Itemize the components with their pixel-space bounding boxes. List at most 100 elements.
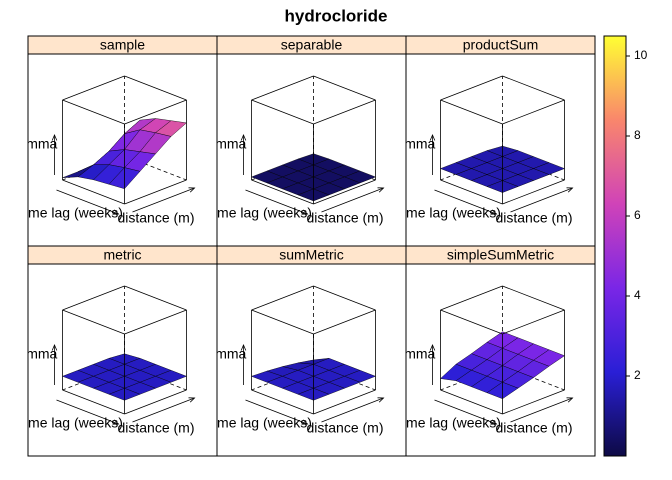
box-edge (440, 99, 503, 125)
x-axis-label: distance (m) (495, 420, 572, 436)
box-edge (321, 397, 384, 423)
panel-title: separable (281, 37, 343, 53)
key-tick-label: 4 (634, 288, 641, 302)
z-axis-label: gamma (200, 136, 247, 152)
box-edge (62, 99, 125, 125)
x-axis-label: distance (m) (306, 210, 383, 226)
arrow-head (51, 343, 58, 351)
panel: gamma time lag (weeks)distance (m) (389, 75, 574, 226)
box-edge (313, 309, 376, 335)
z-axis-label: gamma (200, 346, 247, 362)
box-edge (440, 179, 503, 205)
panel-title: sumMetric (279, 247, 344, 263)
box-edge (502, 389, 565, 415)
key-tick-label: 8 (634, 128, 641, 142)
box-edge (502, 179, 565, 205)
y-axis-label: time lag (weeks) (210, 205, 312, 221)
box-edge (251, 309, 314, 335)
box-edge (124, 389, 187, 415)
box-edge (502, 99, 565, 125)
box-edge (313, 285, 376, 311)
box-edge (440, 285, 503, 311)
box-edge (245, 399, 308, 425)
box-edge (56, 189, 119, 215)
panel-frame (405, 263, 596, 457)
arrow-head (240, 343, 247, 351)
box-edge (124, 309, 187, 335)
panel-title: sample (100, 37, 145, 53)
box-edge (440, 309, 503, 335)
box-edge (313, 179, 376, 205)
z-axis-label: gamma (11, 136, 58, 152)
box-edge (510, 187, 573, 213)
box-edge (321, 187, 384, 213)
box-edge (502, 285, 565, 311)
box-edge (124, 179, 187, 205)
box-edge (132, 187, 195, 213)
arrow-head (112, 419, 120, 425)
color-key (603, 35, 627, 457)
key-tick-label: 2 (634, 368, 641, 382)
arrow-head (377, 187, 385, 193)
box-edge (251, 75, 314, 101)
box-edge (440, 389, 503, 415)
panel: gamma time lag (weeks)distance (m) (200, 285, 385, 436)
box-edge (245, 189, 308, 215)
box-edge (502, 309, 565, 335)
box-edge (251, 389, 314, 415)
arrow-head (429, 133, 436, 141)
panel-title: metric (103, 247, 141, 263)
z-axis-label: gamma (389, 136, 436, 152)
panel: gamma time lag (weeks)distance (m) (11, 285, 196, 436)
z-axis-label: gamma (11, 346, 58, 362)
panel: gamma time lag (weeks)distance (m) (389, 285, 574, 436)
arrow-head (240, 133, 247, 141)
box-edge (313, 99, 376, 125)
x-axis-label: distance (m) (117, 210, 194, 226)
box-edge (62, 285, 125, 311)
key-tick-label: 10 (634, 48, 648, 62)
panel-title: simpleSumMetric (447, 247, 554, 263)
box-edge (440, 75, 503, 101)
arrow-head (490, 419, 498, 425)
arrow-head (490, 209, 498, 215)
box-edge (313, 75, 376, 101)
box-edge (502, 75, 565, 101)
z-axis-label: gamma (389, 346, 436, 362)
box-edge (251, 179, 314, 205)
box-edge (434, 189, 497, 215)
y-axis-label: time lag (weeks) (210, 415, 312, 431)
box-edge (251, 99, 314, 125)
box-edge (124, 75, 187, 101)
arrow-head (301, 419, 309, 425)
box-edge (434, 399, 497, 425)
arrow-head (429, 343, 436, 351)
box-edge (62, 309, 125, 335)
arrow-head (188, 187, 196, 193)
arrow-head (112, 209, 120, 215)
panel-title: productSum (463, 37, 538, 53)
box-edge (56, 399, 119, 425)
y-axis-label: time lag (weeks) (21, 205, 123, 221)
box-edge (62, 179, 125, 205)
box-edge (510, 397, 573, 423)
key-tick-label: 6 (634, 208, 641, 222)
y-axis-label: time lag (weeks) (21, 415, 123, 431)
chart-title: hydrocloride (285, 6, 388, 25)
y-axis-label: time lag (weeks) (399, 415, 501, 431)
box-edge (124, 285, 187, 311)
box-edge (251, 285, 314, 311)
x-axis-label: distance (m) (495, 210, 572, 226)
box-edge (313, 389, 376, 415)
x-axis-label: distance (m) (306, 420, 383, 436)
box-edge (132, 397, 195, 423)
arrow-head (377, 397, 385, 403)
panel: gamma time lag (weeks)distance (m) (11, 75, 196, 226)
box-edge (124, 99, 187, 125)
arrow-head (301, 209, 309, 215)
arrow-head (51, 133, 58, 141)
x-axis-label: distance (m) (117, 420, 194, 436)
box-edge (62, 389, 125, 415)
